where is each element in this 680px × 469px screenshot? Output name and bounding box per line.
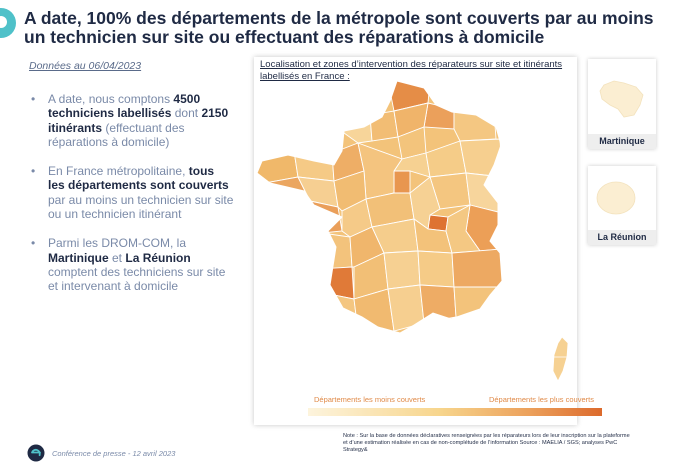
bullet-3-text: Parmi les DROM-COM, la — [48, 236, 187, 251]
bullet-3-text: comptent des techniciens sur site et int… — [48, 264, 226, 294]
bullet-1-text: (effectuant des réparations à domicile) — [48, 120, 185, 149]
list-item: A date, nous comptons 4500 techniciens l… — [29, 92, 234, 149]
legend-color-scale — [308, 408, 602, 416]
key-findings-list: A date, nous comptons 4500 techniciens l… — [29, 92, 234, 309]
legend-max-label: Départements les plus couverts — [488, 395, 594, 404]
bullet-1-text: dont — [171, 106, 202, 121]
brand-logo-icon — [27, 444, 45, 462]
map-legend: Départements les moins couverts Départem… — [308, 395, 602, 416]
france-map-card: Localisation et zones d’intervention des… — [254, 57, 602, 425]
legend-min-label: Départements les moins couverts — [314, 395, 426, 404]
data-date-note: Données au 06/04/2023 — [29, 60, 142, 72]
bullet-1-text: A date, nous comptons — [48, 92, 174, 106]
list-item: Parmi les DROM-COM, la Martinique et La … — [29, 236, 234, 293]
bullet-1-bold-technicians: 4500 techniciens labellisés — [48, 92, 201, 121]
bullet-2-text: En France métropolitaine, — [48, 164, 189, 179]
france-department-map — [256, 81, 569, 382]
martinique-label: Martinique — [588, 134, 656, 149]
list-item: En France métropolitaine, tous les dépar… — [29, 164, 234, 221]
reunion-label: La Réunion — [588, 230, 656, 245]
page-title: A date, 100% des départements de la métr… — [24, 8, 654, 47]
brand-logo-icon — [0, 8, 16, 38]
bullet-2-bold-coverage: tous les départements sont couverts — [48, 164, 229, 193]
martinique-inset: Martinique — [588, 59, 656, 149]
bullet-3-bold-reunion: La Réunion — [125, 250, 191, 265]
bullet-3-bold-martinique: Martinique — [48, 250, 109, 265]
corse-shape — [552, 336, 569, 382]
reunion-shape — [596, 181, 636, 215]
martinique-shape — [599, 80, 644, 118]
reunion-inset: La Réunion — [588, 166, 656, 245]
footer-text: Conférence de presse - 12 avril 2023 — [52, 449, 176, 458]
source-note: Note : Sur la base de données déclarativ… — [343, 433, 630, 453]
bullet-1-bold-itinerants: 2150 itinérants — [48, 106, 229, 135]
bullet-3-text: et — [108, 250, 126, 265]
map-title: Localisation et zones d’intervention des… — [260, 59, 563, 82]
bullet-2-text: par au moins un technicien sur site ou u… — [48, 192, 234, 222]
